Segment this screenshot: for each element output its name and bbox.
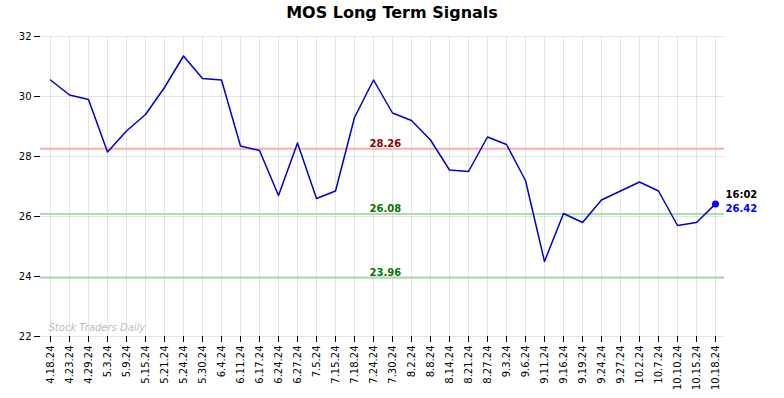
svg-text:10.15.24: 10.15.24 — [691, 346, 702, 391]
svg-text:9.3.24: 9.3.24 — [501, 346, 512, 378]
svg-text:10.18.24: 10.18.24 — [710, 346, 721, 391]
svg-text:8.27.24: 8.27.24 — [482, 346, 493, 384]
svg-text:7.18.24: 7.18.24 — [349, 346, 360, 384]
html-text:MOS Long Term Signals: MOS Long Term Signals — [286, 3, 498, 22]
svg-text:8.14.24: 8.14.24 — [444, 346, 455, 384]
svg-text:5.30.24: 5.30.24 — [197, 346, 208, 384]
svg-text:8.2.24: 8.2.24 — [406, 346, 417, 378]
svg-text:32: 32 — [19, 31, 32, 42]
svg-text:6.24.24: 6.24.24 — [273, 346, 284, 384]
svg-text:6.4.24: 6.4.24 — [216, 346, 227, 378]
svg-text:22: 22 — [19, 331, 32, 342]
svg-text:7.5.24: 7.5.24 — [311, 346, 322, 378]
svg-text:5.24.24: 5.24.24 — [178, 346, 189, 384]
svg-text:26.08: 26.08 — [370, 203, 402, 214]
svg-text:6.17.24: 6.17.24 — [254, 346, 265, 384]
svg-text:9.19.24: 9.19.24 — [577, 346, 588, 384]
svg-text:5.15.24: 5.15.24 — [140, 346, 151, 384]
svg-text:9.16.24: 9.16.24 — [558, 346, 569, 384]
svg-text:8.8.24: 8.8.24 — [425, 346, 436, 378]
svg-text:23.96: 23.96 — [370, 267, 402, 278]
svg-text:9.6.24: 9.6.24 — [520, 346, 531, 378]
svg-text:9.11.24: 9.11.24 — [539, 346, 550, 384]
svg-text:28: 28 — [19, 151, 32, 162]
svg-text:4.29.24: 4.29.24 — [83, 346, 94, 384]
svg-text:10.2.24: 10.2.24 — [634, 346, 645, 384]
svg-text:7.15.24: 7.15.24 — [330, 346, 341, 384]
svg-text:26: 26 — [19, 211, 32, 222]
svg-text:9.27.24: 9.27.24 — [615, 346, 626, 384]
svg-text:24: 24 — [19, 271, 32, 282]
svg-text:4.23.24: 4.23.24 — [64, 346, 75, 384]
svg-text:6.27.24: 6.27.24 — [292, 346, 303, 384]
svg-text:16:02: 16:02 — [726, 189, 758, 200]
svg-text:10.7.24: 10.7.24 — [653, 346, 664, 384]
svg-text:7.30.24: 7.30.24 — [387, 346, 398, 384]
svg-text:5.9.24: 5.9.24 — [121, 346, 132, 378]
svg-text:5.21.24: 5.21.24 — [159, 346, 170, 384]
svg-text:Stock Traders Daily: Stock Traders Daily — [49, 322, 147, 333]
svg-text:6.11.24: 6.11.24 — [235, 346, 246, 384]
svg-text:26.42: 26.42 — [726, 203, 758, 214]
svg-text:5.3.24: 5.3.24 — [102, 346, 113, 378]
svg-text:30: 30 — [19, 91, 32, 102]
svg-text:10.10.24: 10.10.24 — [672, 346, 683, 391]
svg-text:9.24.24: 9.24.24 — [596, 346, 607, 384]
svg-text:8.21.24: 8.21.24 — [463, 346, 474, 384]
svg-text:4.18.24: 4.18.24 — [45, 346, 56, 384]
svg-text:7.24.24: 7.24.24 — [368, 346, 379, 384]
svg-text:28.26: 28.26 — [370, 138, 402, 149]
